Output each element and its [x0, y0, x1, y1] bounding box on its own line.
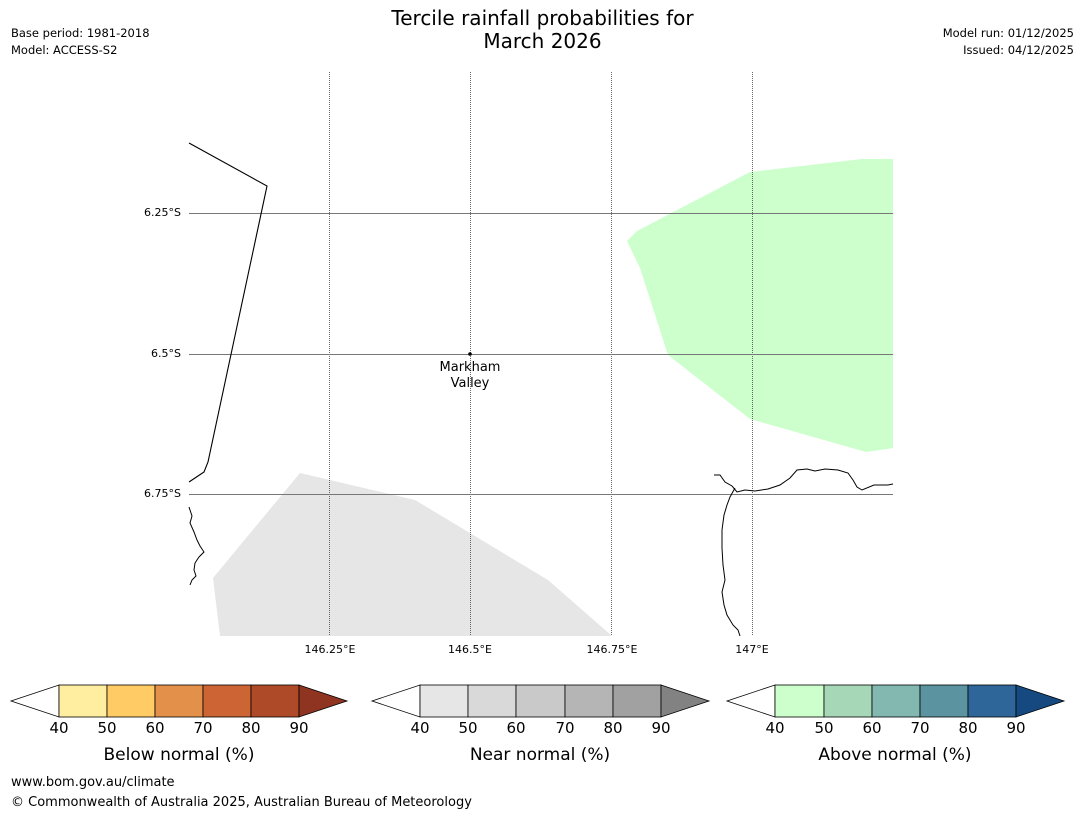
- cb-above-tick-60: 60: [862, 719, 882, 737]
- above-normal-region: [627, 159, 893, 452]
- model-run: Model run: 01/12/2025: [942, 26, 1074, 40]
- colorbar-above-low-extend: [725, 684, 776, 718]
- colorbar-near-bin-1: [419, 684, 469, 718]
- cb-below-tick-80: 80: [241, 719, 261, 737]
- colorbar-near-bin-4: [564, 684, 614, 718]
- lat-label-6-75s: 6.75°S: [144, 487, 181, 500]
- colorbar-below: [9, 684, 349, 718]
- colorbar-near-low-extend: [370, 684, 421, 718]
- cb-above-tick-50: 50: [814, 719, 834, 737]
- footer-url[interactable]: www.bom.gov.au/climate: [11, 775, 175, 790]
- colorbar-below-bin-5: [250, 684, 300, 718]
- cb-below-tick-70: 70: [193, 719, 213, 737]
- place-name-line-2: Valley: [450, 376, 490, 391]
- longitude-gridlines: [329, 72, 753, 636]
- place-label-markham-valley: Markham Valley: [425, 360, 515, 392]
- lat-label-6-5s: 6.5°S: [151, 347, 181, 360]
- map-title: Tercile rainfall probabilities for March…: [0, 7, 1085, 53]
- colorbar-near-bin-2: [467, 684, 517, 718]
- west-coastline: [188, 506, 205, 586]
- colorbar-below-low-extend: [9, 684, 60, 718]
- cb-below-tick-60: 60: [145, 719, 165, 737]
- cb-near-tick-60: 60: [506, 719, 526, 737]
- model-name: Model: ACCESS-S2: [11, 43, 118, 57]
- cb-near-tick-40: 40: [410, 719, 430, 737]
- issued-date: Issued: 04/12/2025: [963, 43, 1074, 57]
- colorbar-near-bin-5: [612, 684, 662, 718]
- footer-copyright: © Commonwealth of Australia 2025, Austra…: [11, 795, 472, 810]
- colorbar-below-bin-2: [106, 684, 156, 718]
- title-line-1: Tercile rainfall probabilities for: [391, 6, 694, 30]
- river-line: [721, 487, 741, 637]
- cb-below-tick-50: 50: [97, 719, 117, 737]
- colorbar-above: [725, 684, 1066, 718]
- lon-label-146-25e: 146.25°E: [304, 643, 356, 656]
- colorbar-above-bin-1: [774, 684, 825, 718]
- cb-above-tick-70: 70: [910, 719, 930, 737]
- colorbar-below-high-extend: [298, 684, 349, 718]
- cb-above-tick-40: 40: [765, 719, 785, 737]
- colorbar-near: [370, 684, 711, 718]
- cb-above-tick-80: 80: [958, 719, 978, 737]
- east-coastline: [714, 468, 894, 493]
- colorbar-above-bin-4: [919, 684, 969, 718]
- meta-right: Model run: 01/12/2025 Issued: 04/12/2025: [943, 25, 1074, 59]
- border-line: [188, 142, 268, 483]
- lat-label-6-25s: 6.25°S: [144, 206, 181, 219]
- meta-left: Base period: 1981-2018 Model: ACCESS-S2: [11, 25, 150, 59]
- colorbar-above-bin-3: [871, 684, 921, 718]
- colorbar-above-label: Above normal (%): [818, 745, 972, 765]
- colorbar-above-bin-5: [967, 684, 1017, 718]
- cb-below-tick-90: 90: [289, 719, 309, 737]
- lon-label-146-75e: 146.75°E: [586, 643, 638, 656]
- cb-near-tick-50: 50: [458, 719, 478, 737]
- latitude-gridlines: [189, 213, 893, 495]
- colorbar-below-label: Below normal (%): [103, 745, 255, 765]
- colorbar-below-bin-1: [58, 684, 108, 718]
- cb-above-tick-90: 90: [1006, 719, 1026, 737]
- cb-near-tick-70: 70: [555, 719, 575, 737]
- title-line-2: March 2026: [483, 29, 602, 53]
- colorbar-near-label: Near normal (%): [469, 745, 611, 765]
- lon-label-147e: 147°E: [735, 643, 769, 656]
- colorbar-above-bin-2: [823, 684, 873, 718]
- cb-near-tick-80: 80: [603, 719, 623, 737]
- cb-below-tick-40: 40: [49, 719, 69, 737]
- colorbar-near-bin-3: [515, 684, 566, 718]
- colorbar-near-high-extend: [660, 684, 711, 718]
- lon-label-146-5e: 146.5°E: [448, 643, 492, 656]
- place-name-line-1: Markham: [439, 360, 501, 375]
- near-normal-region: [213, 473, 612, 636]
- colorbar-below-bin-3: [154, 684, 204, 718]
- cb-near-tick-90: 90: [651, 719, 671, 737]
- colorbar-above-high-extend: [1015, 684, 1066, 718]
- base-period: Base period: 1981-2018: [11, 26, 150, 40]
- colorbar-below-bin-4: [202, 684, 252, 718]
- markham-valley-marker: [468, 352, 472, 356]
